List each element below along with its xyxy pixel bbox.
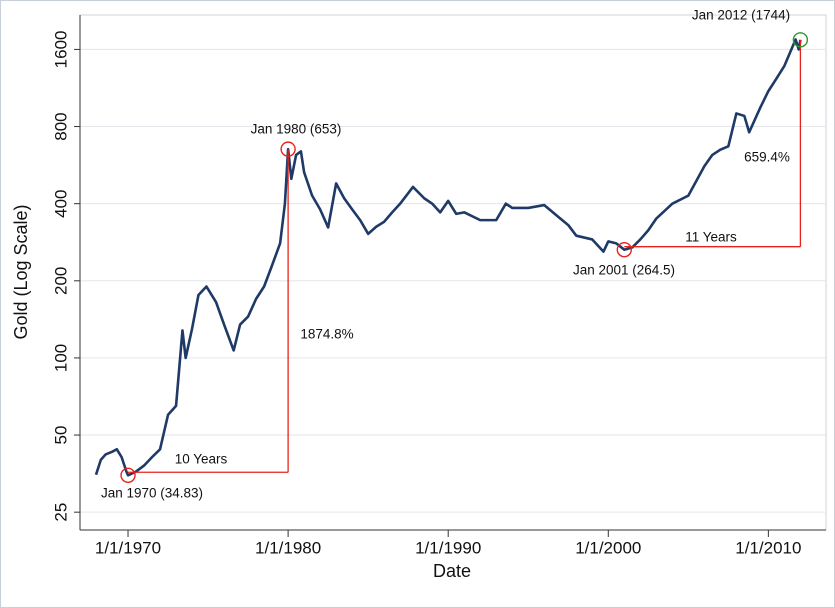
point-label: Jan 1970 (34.83) [101, 486, 203, 501]
annotation: 11 Years [685, 230, 737, 245]
x-tick-label: 1/1/1980 [255, 538, 321, 557]
point-label: Jan 2012 (1744) [692, 8, 790, 23]
price-line [94, 38, 802, 477]
x-tick-label: 1/1/1990 [415, 538, 481, 557]
x-tick-label: 1/1/2000 [575, 538, 641, 557]
highlight-circle [792, 32, 809, 48]
x-tick-label: 1/1/2010 [735, 538, 801, 557]
y-tick-label: 100 [51, 344, 70, 372]
plot-area [79, 14, 827, 531]
highlight-circle [616, 241, 632, 258]
y-tick-label: 50 [51, 426, 70, 445]
point-label: Jan 1980 (653) [251, 122, 342, 137]
y-tick-label: 25 [51, 503, 70, 522]
x-tick-label: 1/1/1970 [95, 538, 161, 557]
annotation: 1874.8% [300, 327, 353, 342]
annotation: 659.4% [744, 150, 790, 165]
y-axis-title: Gold (Log Scale) [11, 204, 31, 339]
point-label: Jan 2001 (264.5) [573, 263, 675, 278]
y-tick-label: 1600 [51, 31, 70, 69]
y-tick-label: 800 [51, 112, 70, 140]
highlight-circle [120, 467, 136, 483]
y-tick-label: 400 [51, 189, 70, 217]
x-axis-title: Date [433, 561, 471, 581]
annotation: 10 Years [175, 452, 228, 467]
highlight-circle [280, 141, 296, 157]
y-tick-label: 200 [51, 267, 70, 295]
